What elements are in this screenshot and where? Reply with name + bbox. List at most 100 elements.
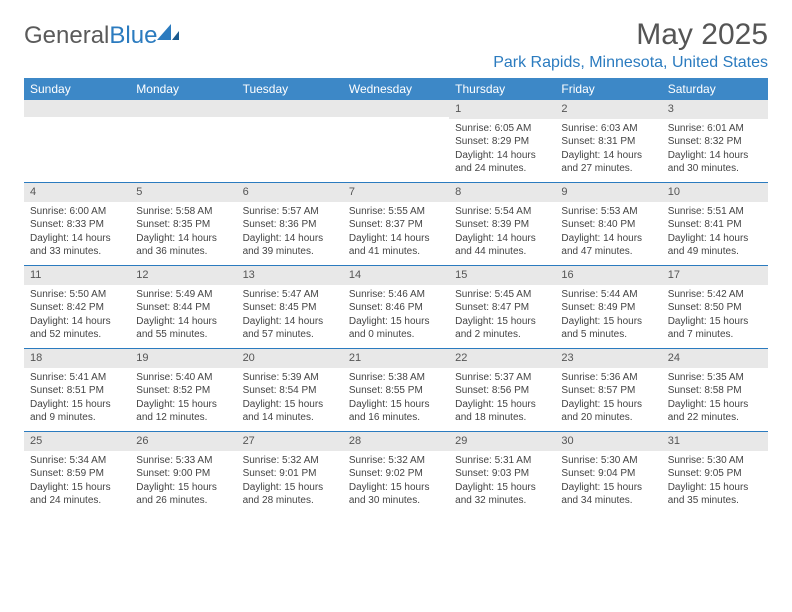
daylight-text: Daylight: 14 hours and 52 minutes. [30,315,124,342]
day-number: 3 [662,100,768,119]
sunrise-text: Sunrise: 6:00 AM [30,205,124,219]
daylight-text: Daylight: 14 hours and 39 minutes. [243,232,337,259]
calendar-cell: 4Sunrise: 6:00 AMSunset: 8:33 PMDaylight… [24,183,130,265]
daylight-text: Daylight: 15 hours and 32 minutes. [455,481,549,508]
daylight-text: Daylight: 15 hours and 28 minutes. [243,481,337,508]
sunset-text: Sunset: 8:40 PM [561,218,655,232]
sunrise-text: Sunrise: 5:49 AM [136,288,230,302]
sunset-text: Sunset: 8:46 PM [349,301,443,315]
calendar-cell: 26Sunrise: 5:33 AMSunset: 9:00 PMDayligh… [130,432,236,514]
daylight-text: Daylight: 15 hours and 7 minutes. [668,315,762,342]
daylight-text: Daylight: 15 hours and 12 minutes. [136,398,230,425]
sunrise-text: Sunrise: 5:41 AM [30,371,124,385]
calendar-cell: 15Sunrise: 5:45 AMSunset: 8:47 PMDayligh… [449,266,555,348]
calendar-cell: 18 Sunrise: 5:41 AMSunset: 8:51 PMDayligh… [24,349,130,431]
sunset-text: Sunset: 8:31 PM [561,135,655,149]
sunrise-text: Sunrise: 5:34 AM [30,454,124,468]
sunrise-text: Sunrise: 5:53 AM [561,205,655,219]
daylight-text: Daylight: 15 hours and 14 minutes. [243,398,337,425]
location: Park Rapids, Minnesota, United States [493,54,768,72]
day-header-fri: Friday [555,78,661,100]
day-number: 14 [343,266,449,285]
calendar-cell: 8Sunrise: 5:54 AMSunset: 8:39 PMDaylight… [449,183,555,265]
sunset-text: Sunset: 8:54 PM [243,384,337,398]
daylight-text: Daylight: 15 hours and 16 minutes. [349,398,443,425]
sunset-text: Sunset: 8:32 PM [668,135,762,149]
day-number: 13 [237,266,343,285]
daylight-text: Daylight: 15 hours and 34 minutes. [561,481,655,508]
week-row: 25Sunrise: 5:34 AMSunset: 8:59 PMDayligh… [24,432,768,514]
day-number: 1 [449,100,555,119]
day-number: 30 [555,432,661,451]
sunrise-text: Sunrise: 5:39 AM [243,371,337,385]
sunrise-text: Sunrise: 5:42 AM [668,288,762,302]
sunset-text: Sunset: 8:56 PM [455,384,549,398]
sunrise-text: Sunrise: 5:37 AM [455,371,549,385]
sunset-text: Sunset: 8:44 PM [136,301,230,315]
calendar-cell: 12Sunrise: 5:49 AMSunset: 8:44 PMDayligh… [130,266,236,348]
sunset-text: Sunset: 8:49 PM [561,301,655,315]
sunrise-text: Sunrise: 5:30 AM [668,454,762,468]
logo-part2: Blue [109,22,157,49]
sunrise-text: Sunrise: 6:03 AM [561,122,655,136]
daylight-text: Daylight: 14 hours and 57 minutes. [243,315,337,342]
sunrise-text: Sunrise: 5:31 AM [455,454,549,468]
sunset-text: Sunset: 8:50 PM [668,301,762,315]
calendar-cell: 1Sunrise: 6:05 AMSunset: 8:29 PMDaylight… [449,100,555,182]
calendar-cell [343,100,449,182]
sunset-text: Sunset: 8:33 PM [30,218,124,232]
sunrise-text: Sunrise: 5:35 AM [668,371,762,385]
sunrise-text: Sunrise: 5:44 AM [561,288,655,302]
calendar-cell: 11Sunrise: 5:50 AMSunset: 8:42 PMDayligh… [24,266,130,348]
daylight-text: Daylight: 14 hours and 44 minutes. [455,232,549,259]
day-number: 23 [555,349,661,368]
day-number [237,100,343,117]
sunset-text: Sunset: 8:42 PM [30,301,124,315]
header: GeneralBlue May 2025 Park Rapids, Minnes… [24,18,768,72]
daylight-text: Daylight: 14 hours and 47 minutes. [561,232,655,259]
calendar-cell: 29Sunrise: 5:31 AMSunset: 9:03 PMDayligh… [449,432,555,514]
day-header-mon: Monday [130,78,236,100]
calendar-cell [130,100,236,182]
calendar-cell: 24Sunrise: 5:35 AMSunset: 8:58 PMDayligh… [662,349,768,431]
sunrise-text: Sunrise: 5:57 AM [243,205,337,219]
calendar-cell: 20Sunrise: 5:39 AMSunset: 8:54 PMDayligh… [237,349,343,431]
sunset-text: Sunset: 8:37 PM [349,218,443,232]
day-number: 2 [555,100,661,119]
daylight-text: Daylight: 14 hours and 27 minutes. [561,149,655,176]
calendar-cell: 3Sunrise: 6:01 AMSunset: 8:32 PMDaylight… [662,100,768,182]
sunset-text: Sunset: 8:41 PM [668,218,762,232]
week-row: 1Sunrise: 6:05 AMSunset: 8:29 PMDaylight… [24,100,768,183]
daylight-text: Daylight: 15 hours and 30 minutes. [349,481,443,508]
day-number: 15 [449,266,555,285]
sunrise-text: Sunrise: 6:01 AM [668,122,762,136]
sunset-text: Sunset: 8:51 PM [30,384,124,398]
calendar-cell: 14Sunrise: 5:46 AMSunset: 8:46 PMDayligh… [343,266,449,348]
weeks-container: 1Sunrise: 6:05 AMSunset: 8:29 PMDaylight… [24,100,768,514]
calendar-cell: 13Sunrise: 5:47 AMSunset: 8:45 PMDayligh… [237,266,343,348]
daylight-text: Daylight: 15 hours and 22 minutes. [668,398,762,425]
daylight-text: Daylight: 15 hours and 18 minutes. [455,398,549,425]
sunrise-text: Sunrise: 5:47 AM [243,288,337,302]
day-number [343,100,449,117]
daylight-text: Daylight: 15 hours and 9 minutes. [30,398,124,425]
day-number: 9 [555,183,661,202]
day-number: 5 [130,183,236,202]
sunset-text: Sunset: 9:01 PM [243,467,337,481]
logo-sail-icon [157,24,179,42]
title-block: May 2025 Park Rapids, Minnesota, United … [493,18,768,72]
calendar-cell: 25Sunrise: 5:34 AMSunset: 8:59 PMDayligh… [24,432,130,514]
daylight-text: Daylight: 15 hours and 5 minutes. [561,315,655,342]
sunset-text: Sunset: 8:39 PM [455,218,549,232]
sunset-text: Sunset: 9:04 PM [561,467,655,481]
sunset-text: Sunset: 8:29 PM [455,135,549,149]
day-number: 27 [237,432,343,451]
week-row: 11Sunrise: 5:50 AMSunset: 8:42 PMDayligh… [24,266,768,349]
calendar-cell: 2 Sunrise: 6:03 AMSunset: 8:31 PMDaylight… [555,100,661,182]
day-number: 18 [24,349,130,368]
calendar: Sunday Monday Tuesday Wednesday Thursday… [24,78,768,514]
day-header-sun: Sunday [24,78,130,100]
logo: GeneralBlue [24,22,179,50]
day-header-wed: Wednesday [343,78,449,100]
calendar-cell: 30Sunrise: 5:30 AMSunset: 9:04 PMDayligh… [555,432,661,514]
